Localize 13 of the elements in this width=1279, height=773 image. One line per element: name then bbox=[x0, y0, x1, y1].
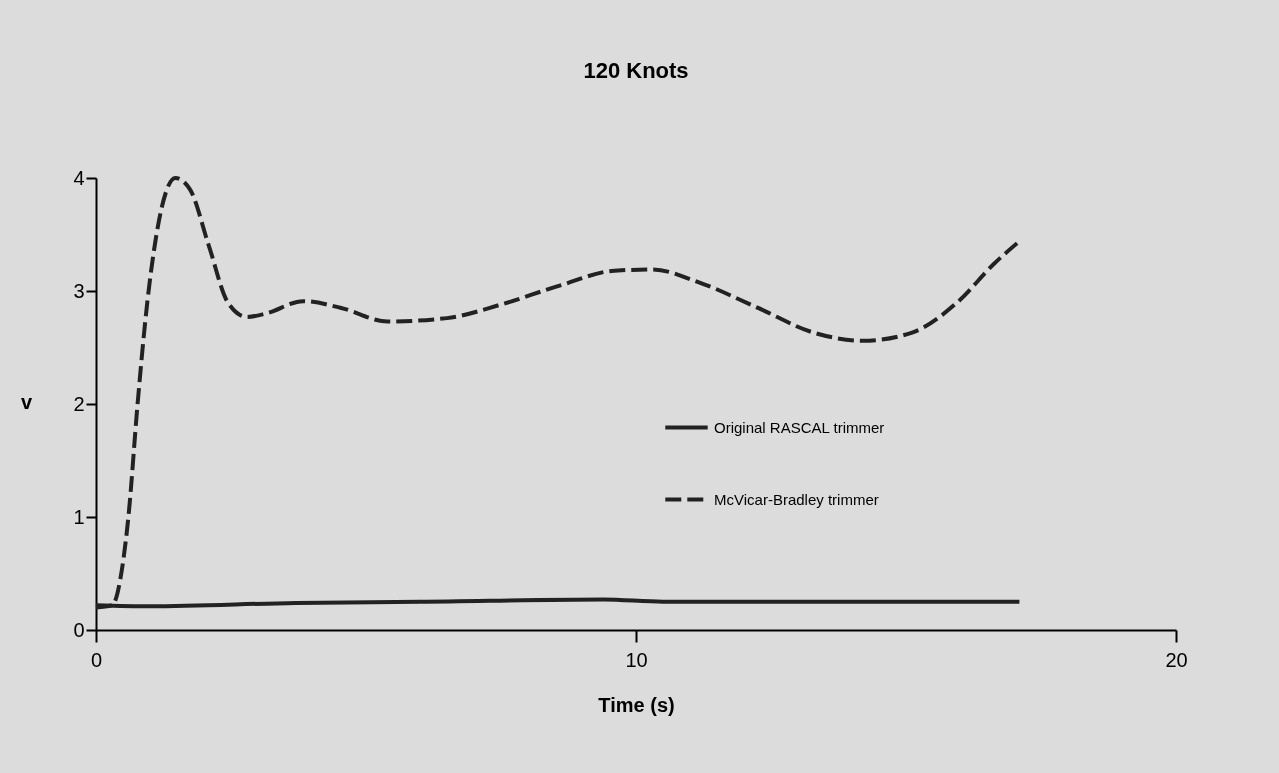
x-tick-label: 10 bbox=[625, 648, 648, 671]
y-axis-title: v bbox=[20, 390, 33, 413]
legend-label: Original RASCAL trimmer bbox=[714, 418, 885, 436]
y-tick-label: 2 bbox=[73, 392, 85, 415]
y-tick-label: 4 bbox=[73, 166, 85, 189]
y-tick-label: 1 bbox=[73, 505, 85, 528]
y-tick-label: 3 bbox=[73, 279, 85, 302]
y-tick-label: 0 bbox=[73, 618, 85, 641]
x-tick-label: 0 bbox=[90, 648, 103, 671]
chart-title: 120 Knots bbox=[583, 58, 689, 83]
x-tick-label: 20 bbox=[1165, 648, 1188, 671]
x-axis-title: Time (s) bbox=[598, 693, 675, 716]
legend-label: McVicar-Bradley trimmer bbox=[714, 490, 879, 508]
